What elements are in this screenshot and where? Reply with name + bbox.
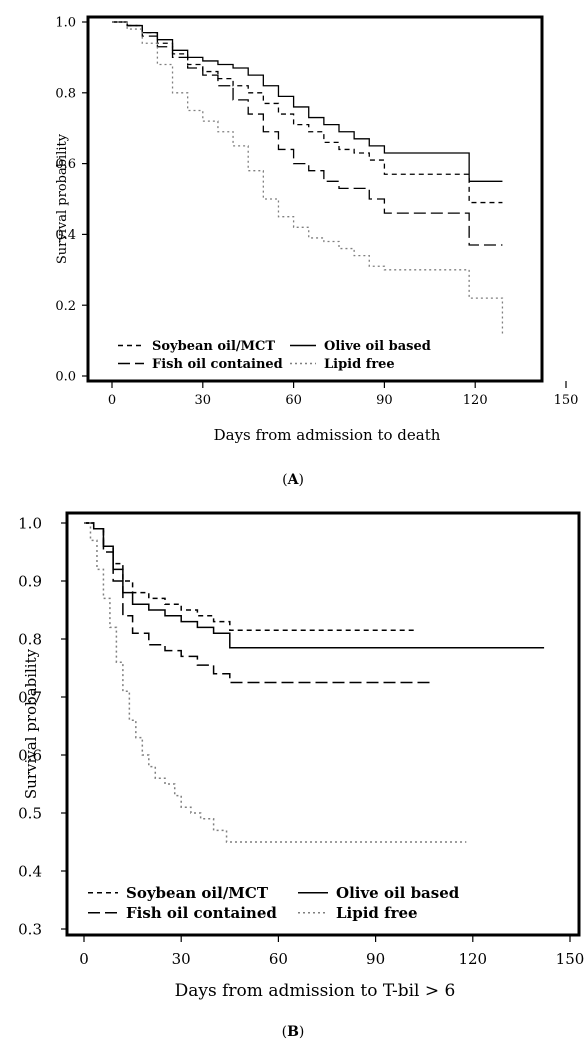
x-tick-label: 0 xyxy=(108,393,116,408)
x-tick-label: 30 xyxy=(172,950,191,968)
plot-frame xyxy=(65,511,581,937)
panel-b: 0 30 60 90 120 150 0.3 0.4 0.5 0.6 0.7 0.8 0.9 1.0 Day… xyxy=(18,511,585,1040)
series-line-fish-oil-contained xyxy=(112,21,503,246)
series-line-fish-oil-contained xyxy=(84,522,431,684)
y-tick-label: 0.9 xyxy=(18,572,42,590)
x-tick-label: 60 xyxy=(269,950,288,968)
x-tick-label: 120 xyxy=(463,393,488,408)
plot-frame xyxy=(86,15,544,383)
x-tick-label: 30 xyxy=(195,393,212,408)
legend-label: Olive oil based xyxy=(336,884,460,902)
x-axis-label: Days from admission to death xyxy=(214,426,441,444)
legend-label: Fish oil contained xyxy=(152,357,283,372)
y-tick-label: 0.6 xyxy=(18,746,42,764)
y-tick-label: 0.8 xyxy=(18,630,42,648)
x-axis-label: Days from admission to T-bil > 6 xyxy=(175,981,456,1001)
y-tick-label: 0.3 xyxy=(18,920,42,938)
y-tick-label: 0.6 xyxy=(55,157,76,172)
x-tick-label: 120 xyxy=(458,950,487,968)
x-tick-label: 90 xyxy=(376,393,393,408)
y-tick-label: 1.0 xyxy=(55,16,76,31)
panel-caption: (B) xyxy=(282,1024,305,1040)
legend-label: Olive oil based xyxy=(324,339,431,354)
series-line-lipid-free xyxy=(112,21,504,334)
y-tick-label: 0.8 xyxy=(55,86,76,101)
y-axis-label: Survival probability xyxy=(55,133,70,264)
y-axis-label: Survival probability xyxy=(22,648,40,799)
series-line-soybean-oil-mct xyxy=(112,21,503,204)
series-line-soybean-oil-mct xyxy=(84,522,415,632)
panel-caption: (A) xyxy=(282,472,304,488)
series-line-olive-oil-based xyxy=(112,21,503,182)
y-tick-label: 1.0 xyxy=(18,514,42,532)
legend-label: Soybean oil/MCT xyxy=(152,339,275,354)
legend-label: Soybean oil/MCT xyxy=(126,884,269,902)
x-tick-label: 150 xyxy=(556,950,585,968)
panel-a: 0 30 60 90 120 150 0.0 0.2 0.4 0.6 0.8 1.0 Days from… xyxy=(55,15,579,488)
y-tick-label: 0.4 xyxy=(18,862,42,880)
y-tick-label: 0.4 xyxy=(55,228,76,243)
y-tick-label: 0.0 xyxy=(55,370,76,385)
series-line-olive-oil-based xyxy=(84,522,545,649)
y-tick-label: 0.7 xyxy=(18,688,42,706)
x-tick-label: 0 xyxy=(79,950,89,968)
legend-label: Lipid free xyxy=(324,357,395,372)
x-tick-label: 90 xyxy=(366,950,385,968)
x-tick-label: 150 xyxy=(554,393,579,408)
y-tick-label: 0.2 xyxy=(55,299,76,314)
x-tick-label: 60 xyxy=(285,393,302,408)
y-tick-label: 0.5 xyxy=(18,804,42,822)
legend-label: Lipid free xyxy=(336,904,418,922)
legend-label: Fish oil contained xyxy=(126,904,277,922)
